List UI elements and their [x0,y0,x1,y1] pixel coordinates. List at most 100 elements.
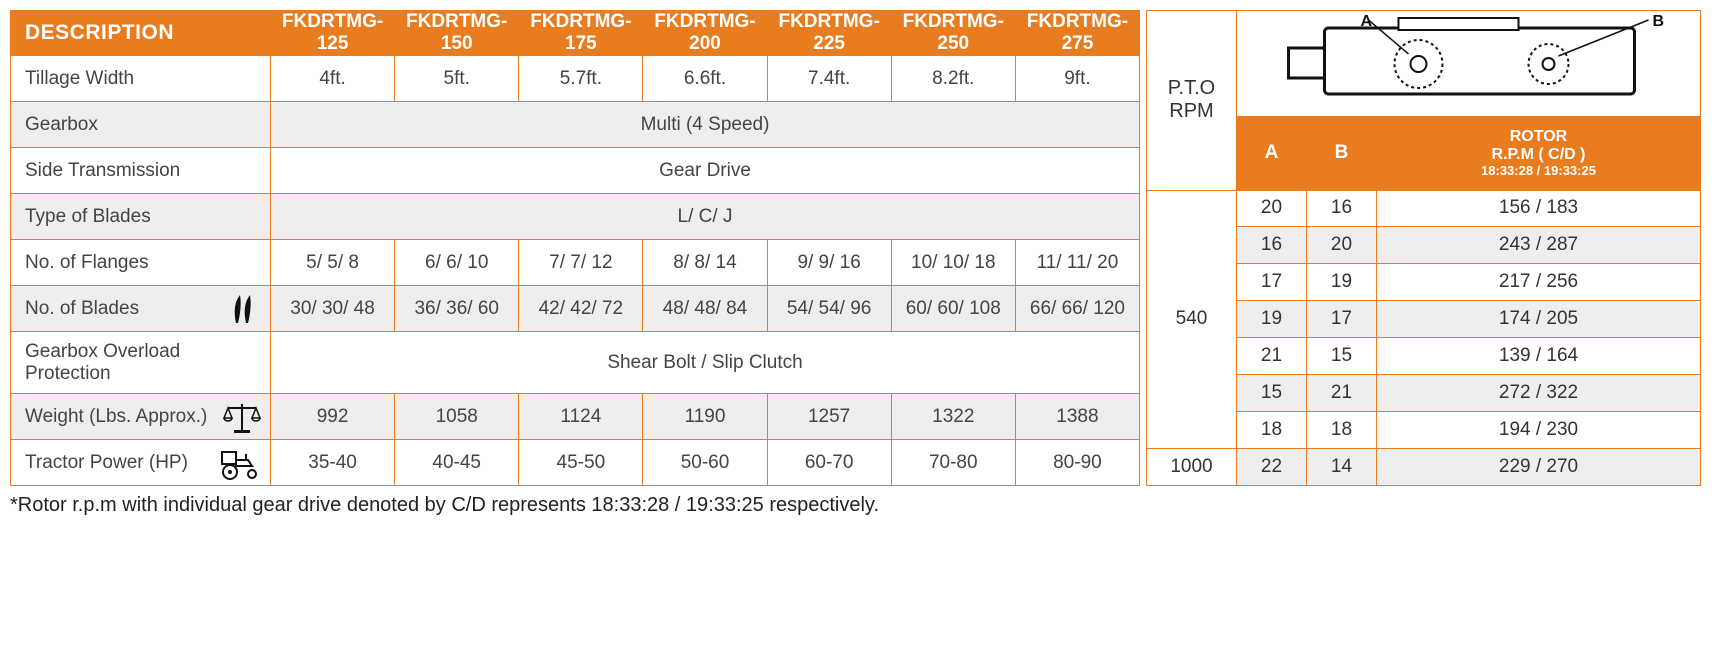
cell: 42/ 42/ 72 [519,286,643,332]
row-weight: Weight (Lbs. Approx.) 992 1058 1124 1190… [11,394,1140,440]
label-blades: No. of Blades [11,286,271,332]
col-125: FKDRTMG-125 [271,11,395,56]
col-275: FKDRTMG-275 [1015,11,1139,56]
rpm-row: 1000 22 14 229 / 270 [1147,448,1701,485]
rotor-line1: ROTOR [1510,128,1567,145]
label-flanges: No. of Flanges [11,240,271,286]
cell: 45-50 [519,440,643,486]
cell: 7/ 7/ 12 [519,240,643,286]
pto-1000: 1000 [1147,448,1237,485]
cell-gearbox: Multi (4 Speed) [271,102,1140,148]
cell: 5/ 5/ 8 [271,240,395,286]
cell: 54/ 54/ 96 [767,286,891,332]
cell: 7.4ft. [767,56,891,102]
cell: 80-90 [1015,440,1139,486]
cell: 11/ 11/ 20 [1015,240,1139,286]
cell: 70-80 [891,440,1015,486]
label-side-transmission: Side Transmission [11,148,271,194]
cell: 60/ 60/ 108 [891,286,1015,332]
cell-type-blades: L/ C/ J [271,194,1140,240]
row-gearbox: Gearbox Multi (4 Speed) [11,102,1140,148]
cell: 48/ 48/ 84 [643,286,767,332]
cell: 6.6ft. [643,56,767,102]
cell: 156 / 183 [1377,190,1701,227]
blades-icon [226,291,262,327]
cell: 22 [1237,448,1307,485]
cell: 15 [1307,338,1377,375]
row-flanges: No. of Flanges 5/ 5/ 8 6/ 6/ 10 7/ 7/ 12… [11,240,1140,286]
col-description: DESCRIPTION [11,11,271,56]
cell: 18 [1237,412,1307,449]
cell: 16 [1307,190,1377,227]
cell: 15 [1237,375,1307,412]
cell: 217 / 256 [1377,264,1701,301]
label-overload: Gearbox Overload Protection [11,332,271,394]
cell: 8/ 8/ 14 [643,240,767,286]
cell: 6/ 6/ 10 [395,240,519,286]
pto-540: 540 [1147,190,1237,448]
col-225: FKDRTMG-225 [767,11,891,56]
cell: 1322 [891,394,1015,440]
scale-icon [222,400,262,434]
spec-header-row: DESCRIPTION FKDRTMG-125 FKDRTMG-150 FKDR… [11,11,1140,56]
cell: 272 / 322 [1377,375,1701,412]
label-tractor-text: Tractor Power (HP) [25,452,188,473]
cell: 5.7ft. [519,56,643,102]
row-blades: No. of Blades 30/ 30/ 48 36/ 36/ 60 42/ … [11,286,1140,332]
rpm-table: P.T.O RPM A [1146,10,1701,486]
cell: 18 [1307,412,1377,449]
cell: 1058 [395,394,519,440]
cell: 17 [1237,264,1307,301]
diagram-label-b: B [1653,14,1665,30]
cell: 35-40 [271,440,395,486]
cell: 1388 [1015,394,1139,440]
cell: 50-60 [643,440,767,486]
cell: 21 [1237,338,1307,375]
label-blades-text: No. of Blades [25,298,139,319]
cell: 139 / 164 [1377,338,1701,375]
label-weight-text: Weight (Lbs. Approx.) [25,406,207,427]
row-tillage-width: Tillage Width 4ft. 5ft. 5.7ft. 6.6ft. 7.… [11,56,1140,102]
pto-label-cell: P.T.O RPM [1147,11,1237,191]
tractor-icon [218,446,262,480]
cell: 36/ 36/ 60 [395,286,519,332]
pto-label-1: P.T.O [1147,77,1236,100]
cell: 16 [1237,227,1307,264]
row-type-blades: Type of Blades L/ C/ J [11,194,1140,240]
cell: 229 / 270 [1377,448,1701,485]
label-tillage-width: Tillage Width [11,56,271,102]
cell: 9ft. [1015,56,1139,102]
cell: 8.2ft. [891,56,1015,102]
label-type-blades: Type of Blades [11,194,271,240]
col-175: FKDRTMG-175 [519,11,643,56]
cell: 1124 [519,394,643,440]
col-150: FKDRTMG-150 [395,11,519,56]
pto-label-2: RPM [1147,100,1236,123]
col-rotor: ROTOR R.P.M ( C/D ) 18:33:28 / 19:33:25 [1377,116,1701,190]
cell: 30/ 30/ 48 [271,286,395,332]
rotor-sub: 18:33:28 / 19:33:25 [1383,164,1694,178]
rotor-line2: R.P.M ( C/D ) [1492,146,1586,163]
col-200: FKDRTMG-200 [643,11,767,56]
cell-overload: Shear Bolt / Slip Clutch [271,332,1140,394]
cell: 194 / 230 [1377,412,1701,449]
cell: 19 [1307,264,1377,301]
row-overload: Gearbox Overload Protection Shear Bolt /… [11,332,1140,394]
cell: 1257 [767,394,891,440]
cell: 14 [1307,448,1377,485]
cell: 9/ 9/ 16 [767,240,891,286]
cell: 1190 [643,394,767,440]
col-b: B [1307,116,1377,190]
label-tractor-power: Tractor Power (HP) [11,440,271,486]
col-a: A [1237,116,1307,190]
row-tractor-power: Tractor Power (HP) 35-40 40-45 45-50 50-… [11,440,1140,486]
rpm-row: 540 20 16 156 / 183 [1147,190,1701,227]
label-weight: Weight (Lbs. Approx.) [11,394,271,440]
spec-table: DESCRIPTION FKDRTMG-125 FKDRTMG-150 FKDR… [10,10,1140,486]
cell-side-transmission: Gear Drive [271,148,1140,194]
cell: 66/ 66/ 120 [1015,286,1139,332]
cell: 19 [1237,301,1307,338]
cell: 40-45 [395,440,519,486]
cell: 60-70 [767,440,891,486]
cell: 4ft. [271,56,395,102]
